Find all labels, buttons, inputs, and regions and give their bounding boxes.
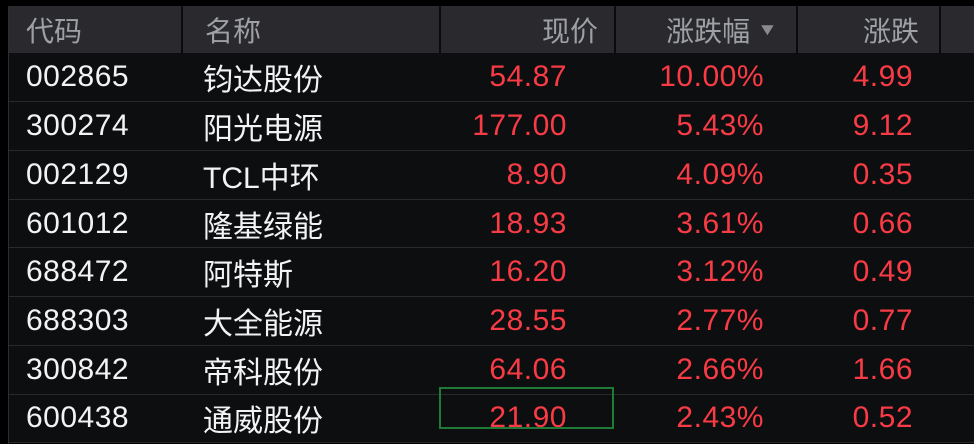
stock-price: 28.55 <box>489 304 567 338</box>
table-header-row: 代码 名称 现价 涨跌幅 ▼ 涨跌 <box>9 6 974 53</box>
stock-change: 0.35 <box>852 157 913 191</box>
stock-name: 隆基绿能 <box>203 210 323 244</box>
table-body: 002865 钧达股份 54.87 10.00% 4.99 300274 阳光电… <box>9 53 974 443</box>
stock-code: 600438 <box>26 401 130 435</box>
stock-change-percent: 2.66% <box>676 353 764 387</box>
stock-change: 0.77 <box>852 304 913 338</box>
stock-row-300274[interactable]: 300274 阳光电源 177.00 5.43% 9.12 <box>9 101 974 151</box>
column-header-change-percent[interactable]: 涨跌幅 ▼ <box>614 6 796 53</box>
stock-change-percent: 5.43% <box>676 108 764 142</box>
stock-name: 阳光电源 <box>203 112 323 146</box>
column-header-code[interactable]: 代码 <box>26 15 83 47</box>
stock-price-selected[interactable]: 21.90 <box>439 387 614 435</box>
stock-row-601012[interactable]: 601012 隆基绿能 18.93 3.61% 0.66 <box>9 199 974 249</box>
column-header-change[interactable]: 涨跌 <box>796 6 939 53</box>
stock-name: 大全能源 <box>203 308 323 342</box>
column-header-extra <box>939 6 974 53</box>
stock-row-688472[interactable]: 688472 阿特斯 16.20 3.12% 0.49 <box>9 248 974 298</box>
column-header-change-percent-label: 涨跌幅 <box>666 15 751 47</box>
stock-change-percent: 2.77% <box>676 304 764 338</box>
stock-change: 0.52 <box>852 401 913 435</box>
stock-price: 64.06 <box>489 353 567 387</box>
stock-price: 8.90 <box>506 157 567 191</box>
stock-code: 002865 <box>26 59 130 93</box>
stock-code: 002129 <box>26 157 130 191</box>
stock-change: 4.99 <box>852 59 913 93</box>
stock-price: 54.87 <box>489 59 567 93</box>
stock-price: 16.20 <box>489 255 567 289</box>
sort-desc-icon: ▼ <box>757 19 779 39</box>
stock-price: 18.93 <box>489 206 567 240</box>
stock-row-300842[interactable]: 300842 帝科股份 64.06 2.66% 1.66 <box>9 346 974 396</box>
stock-change: 9.12 <box>852 108 913 142</box>
column-header-name[interactable]: 名称 <box>181 6 439 53</box>
column-header-price[interactable]: 现价 <box>439 6 614 53</box>
stock-price: 177.00 <box>472 108 567 142</box>
stock-change: 0.66 <box>852 206 913 240</box>
stock-change-percent: 3.61% <box>676 206 764 240</box>
stock-change-percent: 4.09% <box>676 157 764 191</box>
stock-code: 601012 <box>26 206 130 240</box>
stock-code: 300274 <box>26 108 130 142</box>
stock-change: 0.49 <box>852 255 913 289</box>
stock-price-value: 21.90 <box>489 401 567 435</box>
stock-name: 阿特斯 <box>203 259 293 293</box>
stock-code: 688303 <box>26 304 130 338</box>
stock-name: TCL中环 <box>203 161 320 195</box>
stock-change-percent: 3.12% <box>676 255 764 289</box>
stock-change-percent: 2.43% <box>676 401 764 435</box>
stock-row-002129[interactable]: 002129 TCL中环 8.90 4.09% 0.35 <box>9 150 974 200</box>
stock-change: 1.66 <box>852 353 913 387</box>
stock-name: 通威股份 <box>203 405 323 439</box>
stock-row-688303[interactable]: 688303 大全能源 28.55 2.77% 0.77 <box>9 297 974 347</box>
stock-name: 帝科股份 <box>203 357 323 391</box>
stock-code: 688472 <box>26 255 130 289</box>
stock-row-600438[interactable]: 600438 通威股份 21.90 2.43% 0.52 <box>9 387 974 443</box>
stock-code: 300842 <box>26 353 130 387</box>
stock-row-002865[interactable]: 002865 钧达股份 54.87 10.00% 4.99 <box>9 53 974 102</box>
stock-change-percent: 10.00% <box>659 59 764 93</box>
quote-table: 代码 名称 现价 涨跌幅 ▼ 涨跌 002865 钧达股份 54.87 10.0… <box>8 6 974 444</box>
stock-name: 钧达股份 <box>203 63 323 97</box>
